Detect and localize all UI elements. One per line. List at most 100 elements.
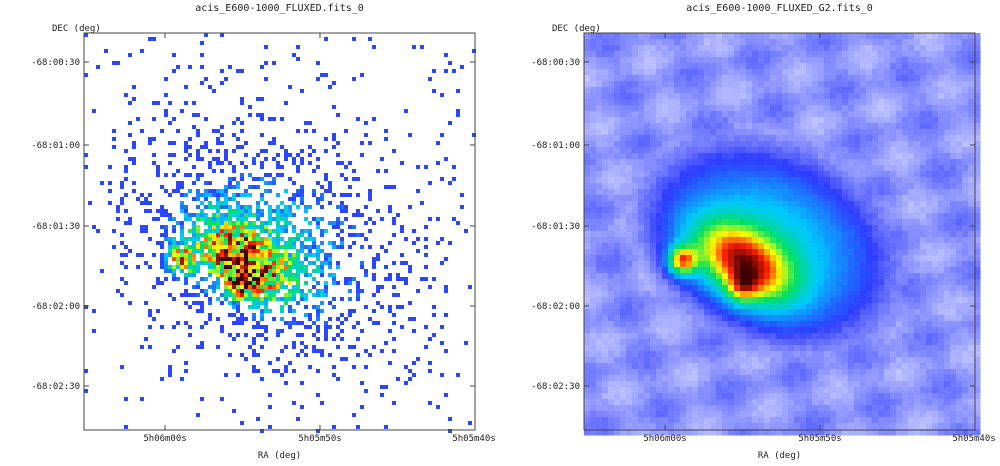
image-pixel [352,241,356,245]
image-pixel [316,77,320,81]
image-pixel [884,147,891,154]
image-pixel [680,39,687,46]
image-pixel [968,123,975,130]
image-pixel [260,289,264,293]
image-pixel [280,229,284,233]
image-pixel [968,99,975,106]
image-pixel [788,177,795,184]
image-pixel [172,141,176,145]
image-pixel [384,265,388,269]
image-pixel [770,39,777,46]
image-pixel [752,243,759,250]
image-pixel [698,327,705,334]
image-pixel [608,195,615,202]
image-pixel [800,249,807,256]
image-pixel [200,65,204,69]
image-pixel [614,117,621,124]
image-pixel [878,267,885,274]
image-pixel [836,267,843,274]
image-pixel [284,225,288,229]
image-pixel [674,105,681,112]
image-pixel [180,109,184,113]
image-pixel [722,141,729,148]
image-pixel [716,171,723,178]
image-pixel [944,267,951,274]
image-pixel [332,137,336,141]
image-pixel [608,63,615,70]
image-pixel [680,57,687,64]
image-pixel [974,279,981,286]
image-pixel [614,219,621,226]
image-pixel [686,315,693,322]
image-pixel [932,291,939,298]
image-pixel [614,165,621,172]
image-pixel [806,267,813,274]
image-pixel [400,253,404,257]
image-pixel [336,325,340,329]
image-pixel [938,39,945,46]
image-pixel [914,195,921,202]
image-pixel [626,213,633,220]
image-pixel [938,327,945,334]
image-pixel [280,145,284,149]
image-pixel [236,301,240,305]
image-pixel [722,129,729,136]
image-pixel [620,99,627,106]
image-pixel [228,289,232,293]
image-pixel [848,285,855,292]
image-pixel [228,241,232,245]
image-pixel [920,225,927,232]
image-pixel [620,321,627,328]
image-pixel [584,63,591,70]
image-pixel [328,261,332,265]
image-pixel [584,135,591,142]
image-pixel [172,349,176,353]
image-pixel [184,141,188,145]
image-pixel [902,213,909,220]
image-pixel [848,39,855,46]
image-pixel [168,241,172,245]
image-pixel [932,87,939,94]
image-pixel [232,213,236,217]
image-pixel [324,257,328,261]
image-pixel [782,57,789,64]
image-pixel [962,57,969,64]
image-pixel [656,231,663,238]
image-pixel [830,39,837,46]
image-pixel [232,301,236,305]
image-pixel [962,99,969,106]
image-pixel [692,171,699,178]
image-pixel [758,93,765,100]
image-pixel [836,297,843,304]
image-pixel [866,33,873,40]
image-pixel [412,317,416,321]
image-pixel [308,205,312,209]
image-pixel [650,177,657,184]
image-pixel [244,257,248,261]
image-pixel [698,273,705,280]
image-pixel [328,85,332,89]
image-pixel [854,297,861,304]
image-pixel [680,207,687,214]
image-pixel [794,267,801,274]
image-pixel [248,305,252,309]
image-pixel [716,201,723,208]
image-pixel [830,249,837,256]
image-pixel [424,325,428,329]
image-pixel [884,213,891,220]
image-pixel [252,213,256,217]
image-pixel [620,141,627,148]
image-pixel [638,333,645,340]
image-pixel [236,333,240,337]
image-pixel [806,237,813,244]
image-pixel [848,207,855,214]
image-pixel [914,297,921,304]
image-pixel [836,201,843,208]
image-pixel [264,237,268,241]
image-pixel [950,309,957,316]
image-pixel [968,249,975,256]
image-pixel [120,293,124,297]
image-pixel [824,225,831,232]
image-pixel [860,201,867,208]
image-pixel [806,261,813,268]
